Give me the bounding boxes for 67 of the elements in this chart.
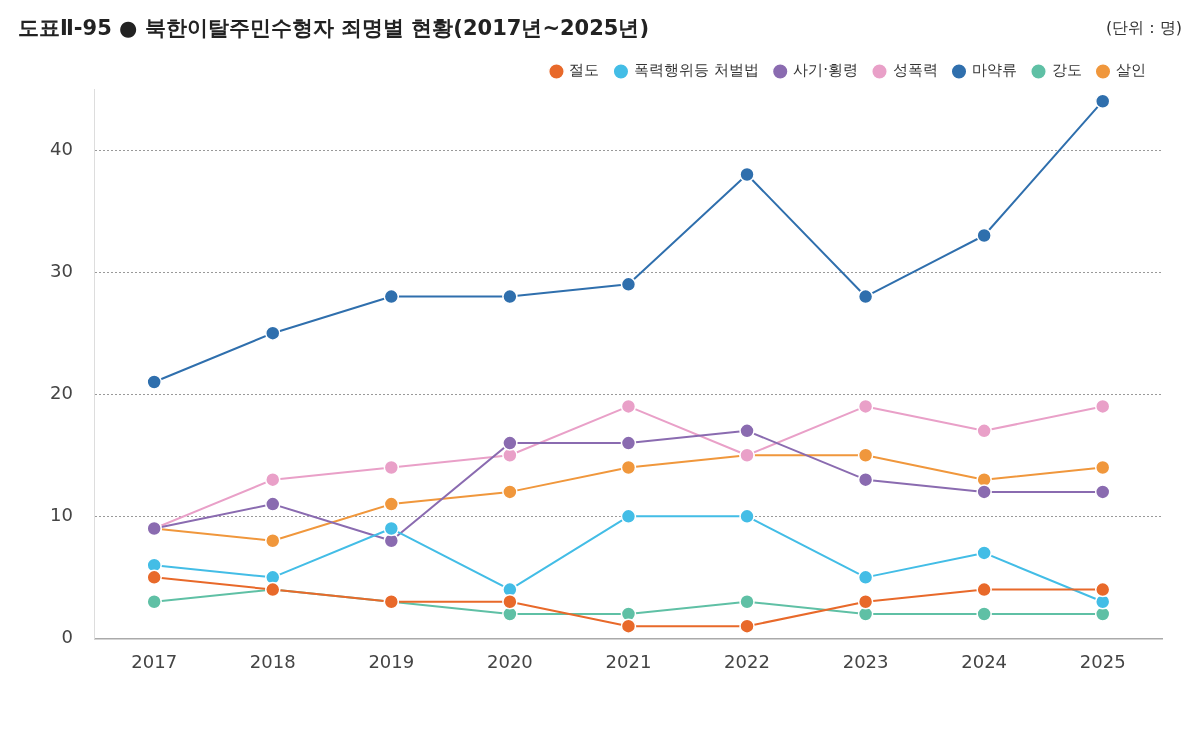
x-tick-label: 2018 [249, 650, 296, 672]
point [976, 423, 992, 439]
point [739, 508, 755, 525]
x-tick-label: 2023 [842, 650, 889, 672]
point [502, 484, 518, 500]
y-tick-label: 10 [50, 503, 73, 525]
point [502, 288, 518, 305]
point [620, 398, 637, 415]
point [976, 545, 992, 561]
point [265, 532, 281, 549]
point [620, 618, 637, 634]
text: (단위 : 명) [1105, 17, 1182, 39]
chart-title: 도표Ⅱ-95 ● 북한이탈주민수형자 죄명별 현황(2017년~2025년) [18, 15, 650, 42]
point [265, 471, 281, 488]
x-tick-label: 2020 [486, 650, 533, 672]
y-tick-label: 40 [50, 137, 73, 159]
x-tick-label: 2017 [131, 650, 178, 672]
x-tick-label: 2025 [1079, 650, 1126, 672]
point [620, 435, 637, 451]
point [739, 618, 755, 634]
x-tick-label: 2021 [605, 650, 652, 672]
point [502, 435, 518, 451]
point [739, 594, 755, 610]
legend-label: 강도 [1051, 61, 1082, 80]
point [857, 288, 874, 305]
point [502, 606, 518, 622]
point [857, 447, 874, 464]
legend-label: 마약류 [972, 61, 1017, 80]
point [383, 520, 400, 537]
legend-label: 사기·횡령 [793, 61, 859, 80]
point [1094, 484, 1111, 500]
point [857, 594, 874, 610]
point [620, 459, 637, 476]
legend-label: 살인 [1116, 61, 1146, 80]
x-tick-label: 2019 [368, 650, 415, 672]
point [857, 471, 874, 488]
point [976, 581, 992, 598]
x-tick-label: 2022 [724, 650, 770, 672]
y-tick-label: 20 [50, 381, 73, 403]
legend-label: 절도 [569, 61, 600, 80]
point [1094, 93, 1111, 109]
point [1094, 459, 1111, 476]
point [146, 569, 162, 586]
point [383, 496, 400, 512]
point [739, 423, 755, 439]
point [1094, 581, 1111, 598]
point [620, 508, 637, 525]
y-tick-label: 30 [50, 259, 73, 281]
point [620, 276, 637, 293]
legend-label: 성폭력 [892, 61, 938, 80]
point [976, 606, 992, 622]
point [857, 398, 874, 415]
point [146, 374, 162, 390]
y-tick-label: 0 [61, 626, 73, 648]
point [383, 459, 400, 476]
point [857, 569, 874, 586]
point [739, 166, 755, 183]
x-tick-label: 2024 [961, 650, 1008, 672]
point [1094, 398, 1111, 415]
point [265, 496, 281, 512]
point [502, 594, 518, 610]
point [383, 288, 400, 305]
point [265, 325, 281, 341]
legend-label: 폭력행위등 처벌법 [633, 61, 759, 80]
point [976, 227, 992, 244]
point [146, 594, 162, 610]
point [976, 484, 992, 500]
